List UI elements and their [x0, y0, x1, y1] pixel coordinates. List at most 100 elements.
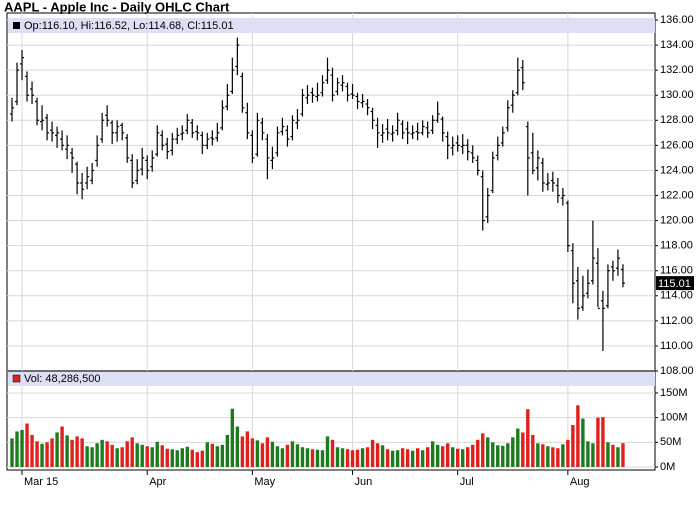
volume-bar	[315, 449, 320, 467]
volume-bar	[616, 447, 620, 467]
volume-bar	[120, 447, 124, 467]
volume-bar	[25, 423, 29, 467]
price-legend-marker	[13, 22, 20, 29]
volume-bar	[596, 417, 600, 467]
volume-bar	[491, 442, 495, 467]
volume-bar	[576, 405, 580, 467]
volume-bar	[501, 445, 505, 467]
volume-bar	[70, 439, 74, 467]
y-tick-label: 134.00	[660, 39, 694, 51]
volume-bar	[185, 446, 189, 467]
volume-bar	[420, 450, 425, 467]
volume-bar	[220, 444, 225, 467]
last-price-label: 115.01	[658, 278, 691, 290]
volume-bar	[455, 448, 460, 467]
x-tick-label: Jul	[460, 476, 474, 488]
volume-bar	[10, 438, 14, 467]
volume-bar	[541, 444, 545, 467]
x-tick-label: Aug	[570, 476, 590, 488]
volume-bar	[606, 442, 610, 467]
volume-bar	[75, 436, 79, 467]
volume-bar	[355, 449, 360, 467]
y-tick-label: 122.00	[660, 189, 694, 201]
volume-bar	[430, 441, 435, 467]
y-tick-label: 116.00	[660, 265, 693, 277]
volume-bar	[335, 447, 340, 467]
volume-bar	[40, 443, 44, 467]
volume-bar	[225, 434, 230, 467]
x-tick-label: May	[254, 476, 275, 488]
volume-bar	[230, 408, 235, 467]
volume-bar	[195, 452, 199, 467]
volume-bar	[320, 450, 325, 467]
volume-bar	[35, 441, 39, 467]
volume-bar	[400, 448, 405, 467]
volume-bar	[370, 439, 375, 467]
x-tick-label: Jun	[355, 476, 373, 488]
volume-bar	[155, 441, 159, 467]
volume-bar	[516, 428, 520, 467]
volume-header	[8, 372, 655, 386]
volume-bar	[566, 439, 570, 467]
volume-tick-label: 150M	[660, 387, 688, 399]
volume-bar	[295, 444, 300, 467]
y-tick-label: 130.00	[660, 89, 694, 101]
x-tick-label: Apr	[149, 476, 166, 488]
volume-bar	[125, 441, 129, 467]
volume-bar	[330, 439, 335, 467]
volume-bar	[571, 425, 575, 467]
volume-bar	[496, 445, 500, 467]
volume-bar	[65, 435, 69, 467]
volume-bar	[285, 444, 290, 467]
volume-tick-label: 0M	[660, 461, 675, 473]
volume-bar	[305, 448, 310, 467]
volume-bar	[55, 432, 59, 467]
volume-bar	[170, 449, 174, 467]
volume-bar	[200, 450, 205, 467]
volume-bar	[395, 450, 400, 467]
volume-bar	[531, 434, 535, 467]
volume-bar	[140, 444, 144, 467]
volume-bar	[486, 437, 490, 467]
volume-bar	[240, 436, 245, 467]
y-tick-label: 124.00	[660, 164, 694, 176]
volume-bar	[586, 441, 590, 467]
volume-bar	[435, 444, 440, 467]
volume-bar	[50, 438, 54, 467]
volume-bar	[621, 443, 625, 467]
x-tick-label: Mar 15	[24, 476, 58, 488]
price-header	[8, 18, 655, 33]
volume-bar	[190, 449, 194, 467]
volume-bar	[611, 444, 615, 467]
volume-bar	[130, 437, 134, 467]
volume-bar	[180, 448, 184, 467]
y-tick-label: 118.00	[660, 240, 693, 252]
volume-bar	[410, 450, 415, 467]
volume-bar	[551, 447, 555, 467]
volume-bar	[511, 437, 515, 467]
volume-bar	[325, 436, 330, 467]
y-tick-label: 110.00	[660, 340, 693, 352]
volume-bar	[275, 446, 280, 467]
volume-bar	[450, 447, 455, 467]
volume-bar	[290, 441, 295, 467]
y-tick-label: 114.00	[660, 290, 693, 302]
volume-bar	[471, 444, 475, 467]
volume-bar	[205, 442, 210, 467]
last-price-box	[656, 276, 694, 291]
volume-bar	[310, 449, 315, 467]
volume-bar	[466, 447, 470, 467]
volume-bar	[591, 443, 595, 467]
volume-tick-label: 50M	[660, 436, 681, 448]
volume-bar	[85, 446, 89, 467]
volume-bar	[210, 443, 215, 467]
volume-legend-marker	[12, 374, 21, 383]
volume-bar	[536, 443, 540, 467]
volume-bar	[405, 449, 410, 467]
volume-bar	[280, 448, 285, 467]
volume-bar	[445, 443, 450, 467]
volume-bar	[15, 431, 19, 467]
volume-bar	[90, 447, 94, 467]
volume-bar	[476, 439, 480, 467]
